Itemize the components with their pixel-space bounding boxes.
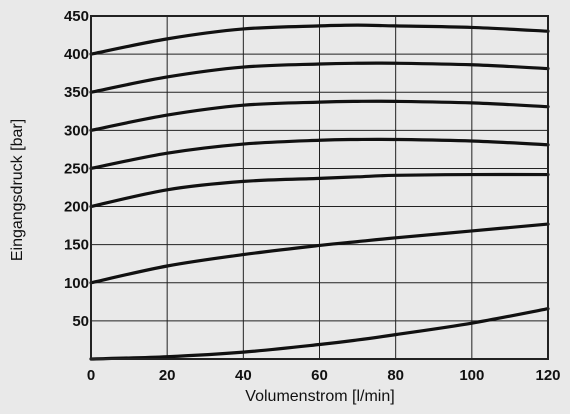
y-tick-label: 50	[72, 313, 89, 330]
series-line-5	[89, 172, 550, 209]
y-tick-label: 350	[64, 84, 89, 101]
y-axis-label: Eingangsdruck [bar]	[9, 119, 26, 261]
series-line-2	[89, 61, 550, 94]
series-line-3	[89, 99, 550, 132]
y-tick-labels: 50 100 150 200 250 300 350 400 450	[64, 8, 89, 330]
y-tick-label: 250	[64, 160, 89, 177]
series-line-6	[89, 222, 550, 285]
y-tick-label: 300	[64, 122, 89, 139]
y-tick-label: 450	[64, 8, 89, 25]
series-lines	[89, 23, 550, 361]
x-tick-label: 60	[311, 367, 328, 384]
series-line-4	[89, 137, 550, 171]
series-line-7	[89, 307, 550, 361]
x-tick-label: 40	[235, 367, 252, 384]
x-tick-labels: 0 20 40 60 80 100 120	[87, 367, 561, 384]
y-tick-label: 100	[64, 275, 89, 292]
grid	[91, 16, 548, 359]
x-tick-label: 0	[87, 367, 95, 384]
series-line-1	[89, 23, 550, 56]
x-tick-label: 80	[387, 367, 404, 384]
plot-frame	[90, 15, 549, 360]
y-tick-label: 200	[64, 199, 89, 216]
y-tick-label: 400	[64, 46, 89, 63]
y-tick-label: 150	[64, 237, 89, 254]
x-tick-label: 20	[159, 367, 176, 384]
x-tick-label: 100	[459, 367, 484, 384]
x-tick-label: 120	[535, 367, 560, 384]
x-axis-label: Volumenstrom [l/min]	[245, 388, 394, 405]
